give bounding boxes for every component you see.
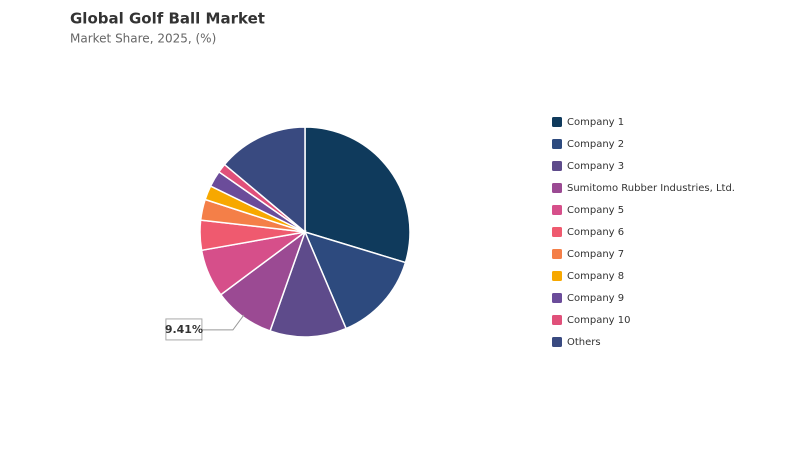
- legend-swatch: [552, 227, 562, 237]
- data-label: 9.41%: [165, 323, 203, 336]
- legend-label: Company 8: [567, 271, 624, 282]
- leader-line: [201, 314, 245, 331]
- legend-label: Company 7: [567, 249, 624, 260]
- pie-slice: [223, 126, 306, 234]
- legend-label: Company 9: [567, 293, 624, 304]
- pie-slice: [269, 229, 348, 338]
- legend-label: Company 2: [567, 139, 624, 150]
- legend-swatch: [552, 205, 562, 215]
- chart-subtitle: Market Share, 2025, (%): [70, 32, 216, 46]
- pie-slice: [304, 126, 411, 264]
- legend-label: Company 6: [567, 227, 624, 238]
- legend-label: Company 1: [567, 117, 624, 128]
- legend-swatch: [552, 337, 562, 347]
- legend-label: Company 3: [567, 161, 624, 172]
- legend-swatch: [552, 249, 562, 259]
- legend-swatch: [552, 139, 562, 149]
- pie-slice: [303, 230, 407, 330]
- legend-label: Company 5: [567, 205, 624, 216]
- chart-title: Global Golf Ball Market: [70, 10, 265, 28]
- legend-swatch: [552, 161, 562, 171]
- legend-label: Others: [567, 337, 601, 348]
- legend-label: Sumitomo Rubber Industries, Ltd.: [567, 183, 735, 194]
- legend-swatch: [552, 271, 562, 281]
- legend-swatch: [552, 293, 562, 303]
- legend-swatch: [552, 315, 562, 325]
- data-label-box: [165, 318, 203, 341]
- legend-label: Company 10: [567, 315, 630, 326]
- legend-swatch: [552, 117, 562, 127]
- legend-swatch: [552, 183, 562, 193]
